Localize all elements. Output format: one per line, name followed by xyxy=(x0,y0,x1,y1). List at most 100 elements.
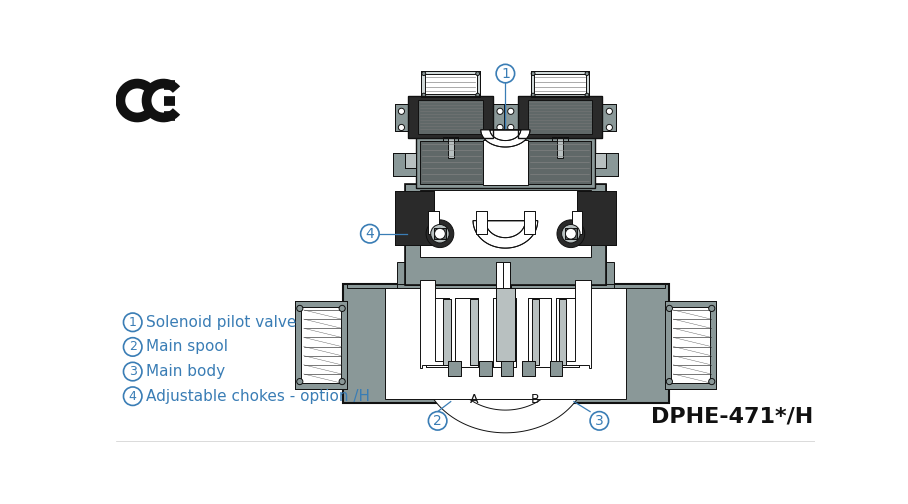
Bar xyxy=(557,298,579,367)
Circle shape xyxy=(422,93,426,97)
Polygon shape xyxy=(422,364,588,433)
Bar xyxy=(421,71,480,97)
Text: Main body: Main body xyxy=(146,364,225,379)
Text: 4: 4 xyxy=(129,390,136,403)
Bar xyxy=(503,262,510,289)
Bar xyxy=(476,211,487,234)
Bar xyxy=(522,361,535,376)
Circle shape xyxy=(708,379,715,385)
Bar xyxy=(496,288,515,361)
Bar xyxy=(500,285,511,290)
Bar xyxy=(493,104,507,131)
Text: A: A xyxy=(470,393,479,406)
Polygon shape xyxy=(561,348,588,364)
Circle shape xyxy=(666,379,673,385)
Text: DPHE-471*/H: DPHE-471*/H xyxy=(651,406,813,426)
Circle shape xyxy=(297,379,303,385)
Bar xyxy=(301,307,340,383)
Circle shape xyxy=(531,72,535,76)
Bar xyxy=(479,361,491,376)
Bar xyxy=(443,137,459,156)
Bar xyxy=(426,298,449,367)
Text: 3: 3 xyxy=(129,365,136,378)
Bar xyxy=(470,299,478,364)
Text: 2: 2 xyxy=(129,340,136,353)
Bar xyxy=(550,361,562,376)
Bar xyxy=(552,137,568,156)
Circle shape xyxy=(708,305,715,311)
Bar xyxy=(665,301,716,389)
Bar xyxy=(531,299,539,364)
Circle shape xyxy=(426,220,454,247)
Polygon shape xyxy=(347,262,405,288)
Bar xyxy=(565,228,577,239)
Bar xyxy=(395,192,434,245)
Text: 2: 2 xyxy=(433,414,442,428)
Bar xyxy=(501,361,513,376)
Bar xyxy=(421,71,480,97)
Polygon shape xyxy=(419,280,450,368)
Bar xyxy=(429,211,439,234)
Circle shape xyxy=(123,313,142,332)
Bar xyxy=(405,183,607,285)
Bar xyxy=(434,228,446,239)
Circle shape xyxy=(585,93,589,97)
Bar xyxy=(572,211,582,234)
Bar xyxy=(558,299,567,364)
Bar xyxy=(595,153,607,168)
Bar xyxy=(524,211,535,234)
Bar xyxy=(518,96,602,138)
Bar xyxy=(528,100,592,135)
Bar xyxy=(455,298,478,367)
Bar xyxy=(426,298,449,367)
Circle shape xyxy=(607,124,612,131)
Circle shape xyxy=(508,108,514,114)
Bar xyxy=(409,96,493,138)
Circle shape xyxy=(123,362,142,381)
Bar xyxy=(470,299,478,364)
Text: 1: 1 xyxy=(129,316,136,329)
Bar xyxy=(443,299,450,364)
Bar xyxy=(557,137,563,158)
Text: 4: 4 xyxy=(366,227,374,241)
Bar xyxy=(501,361,513,376)
Circle shape xyxy=(123,387,142,405)
Bar xyxy=(394,104,409,131)
Circle shape xyxy=(497,124,503,131)
Bar xyxy=(419,190,591,257)
Bar xyxy=(531,299,539,364)
Bar xyxy=(524,211,535,234)
Circle shape xyxy=(531,93,535,97)
Circle shape xyxy=(508,124,514,131)
Bar xyxy=(416,138,595,187)
Bar xyxy=(393,153,416,176)
Bar xyxy=(531,71,589,97)
Bar xyxy=(434,228,446,239)
Bar xyxy=(479,361,491,376)
Bar xyxy=(595,153,607,168)
Circle shape xyxy=(666,305,673,311)
Circle shape xyxy=(585,72,589,76)
Circle shape xyxy=(360,224,380,243)
Circle shape xyxy=(590,412,608,430)
Circle shape xyxy=(399,124,405,131)
Bar xyxy=(577,192,616,245)
Bar xyxy=(416,138,595,187)
Bar xyxy=(395,192,434,245)
Bar xyxy=(449,361,460,376)
Circle shape xyxy=(123,338,142,356)
Bar xyxy=(493,298,516,367)
Circle shape xyxy=(476,72,479,76)
Polygon shape xyxy=(607,262,665,288)
Bar xyxy=(295,301,347,389)
Circle shape xyxy=(476,93,479,97)
Bar xyxy=(483,140,528,185)
Bar xyxy=(528,141,591,183)
Bar xyxy=(531,71,589,97)
Bar xyxy=(419,141,483,183)
Text: 3: 3 xyxy=(595,414,604,428)
Circle shape xyxy=(435,228,445,239)
Circle shape xyxy=(399,108,405,114)
Bar xyxy=(552,137,568,156)
Circle shape xyxy=(339,305,345,311)
